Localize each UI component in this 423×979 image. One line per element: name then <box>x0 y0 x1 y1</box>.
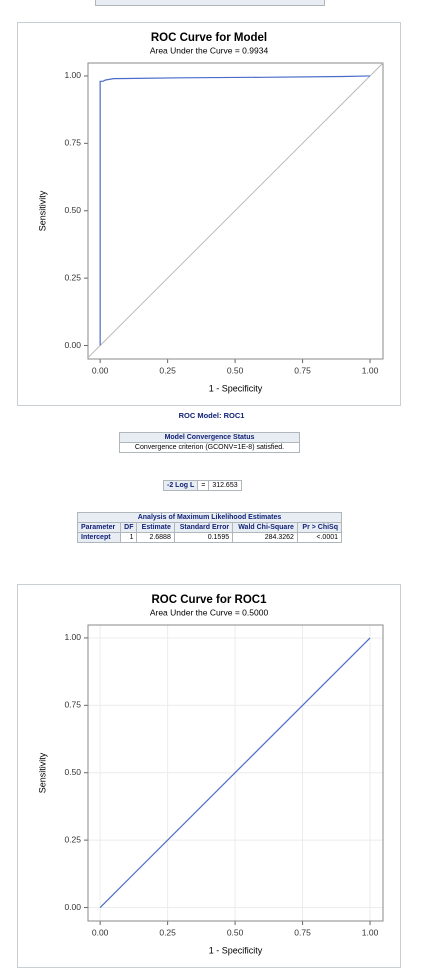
y-tick-label: 0.00 <box>64 340 81 350</box>
x-tick-label: 0.75 <box>294 365 311 375</box>
roc-curve <box>99 637 371 908</box>
x-tick-label: 0.00 <box>92 365 109 375</box>
chart-subtitle: Area Under the Curve = 0.5000 <box>150 607 269 617</box>
column-header: Estimate <box>136 522 175 533</box>
x-axis-label: 1 - Specificity <box>209 383 263 393</box>
column-header: Wald Chi-Square <box>232 522 298 533</box>
table-title: Model Convergence Status <box>119 432 300 443</box>
x-tick-label: 0.50 <box>227 365 244 375</box>
plot-frame <box>87 624 384 922</box>
column-header: DF <box>119 522 138 533</box>
y-tick-label: 0.00 <box>64 902 81 912</box>
cell: 312.653 <box>208 480 242 491</box>
cell: Convergence criterion (GCONV=1E-8) satis… <box>119 442 300 453</box>
x-tick-label: 0.25 <box>159 365 176 375</box>
y-axis-label: Sensitivity <box>37 752 47 793</box>
cell: 284.3262 <box>232 532 298 543</box>
y-tick-label: 0.25 <box>64 834 81 844</box>
y-tick-label: 0.25 <box>64 272 81 282</box>
cell: 0.1595 <box>173 532 234 543</box>
row-header: Intercept <box>77 532 121 543</box>
chart-title: ROC Curve for ROC1 <box>151 594 267 606</box>
cell: <.0001 <box>296 532 343 543</box>
table-title: Analysis of Maximum Likelihood Estimates <box>77 512 342 523</box>
y-tick-label: 0.75 <box>64 138 81 148</box>
x-tick-label: 0.25 <box>159 927 176 937</box>
y-tick-label: 0.50 <box>64 767 81 777</box>
plot-frame <box>87 62 384 360</box>
column-header: Parameter <box>77 522 121 533</box>
x-tick-label: 0.00 <box>92 927 109 937</box>
chart-panel: ROC Curve for Model Area Under the Curve … <box>17 22 401 406</box>
roc-curve <box>99 75 371 346</box>
column-header: Pr > ChiSq <box>296 522 343 533</box>
model-title: ROC Model: ROC1 <box>178 411 245 420</box>
x-tick-label: 1.00 <box>362 365 379 375</box>
x-tick-label: 0.75 <box>294 927 311 937</box>
y-tick-label: 0.75 <box>64 700 81 710</box>
convergence-table: Model Convergence Status Convergence cri… <box>119 432 300 453</box>
row-header: -2 Log L <box>162 480 199 491</box>
chart-subtitle: Area Under the Curve = 0.9934 <box>150 45 269 55</box>
cell: = <box>197 480 210 491</box>
x-axis-label: 1 - Specificity <box>209 945 263 955</box>
y-tick-label: 1.00 <box>64 70 81 80</box>
y-tick-label: 1.00 <box>64 632 81 642</box>
cut-table <box>95 0 325 6</box>
loglik-table: -2 Log L = 312.653 <box>162 480 242 491</box>
chart-title: ROC Curve for Model <box>151 32 267 44</box>
x-tick-label: 0.50 <box>227 927 244 937</box>
y-axis-label: Sensitivity <box>37 190 47 231</box>
chart-panel: ROC Curve for ROC1 Area Under the Curve =… <box>17 584 401 968</box>
cell: 2.6888 <box>136 532 175 543</box>
column-header: Standard Error <box>173 522 234 533</box>
reference-line <box>87 62 384 359</box>
estimates-table: Analysis of Maximum Likelihood Estimates… <box>77 512 343 543</box>
cell: 1 <box>119 532 138 543</box>
x-tick-label: 1.00 <box>362 927 379 937</box>
y-tick-label: 0.50 <box>64 205 81 215</box>
